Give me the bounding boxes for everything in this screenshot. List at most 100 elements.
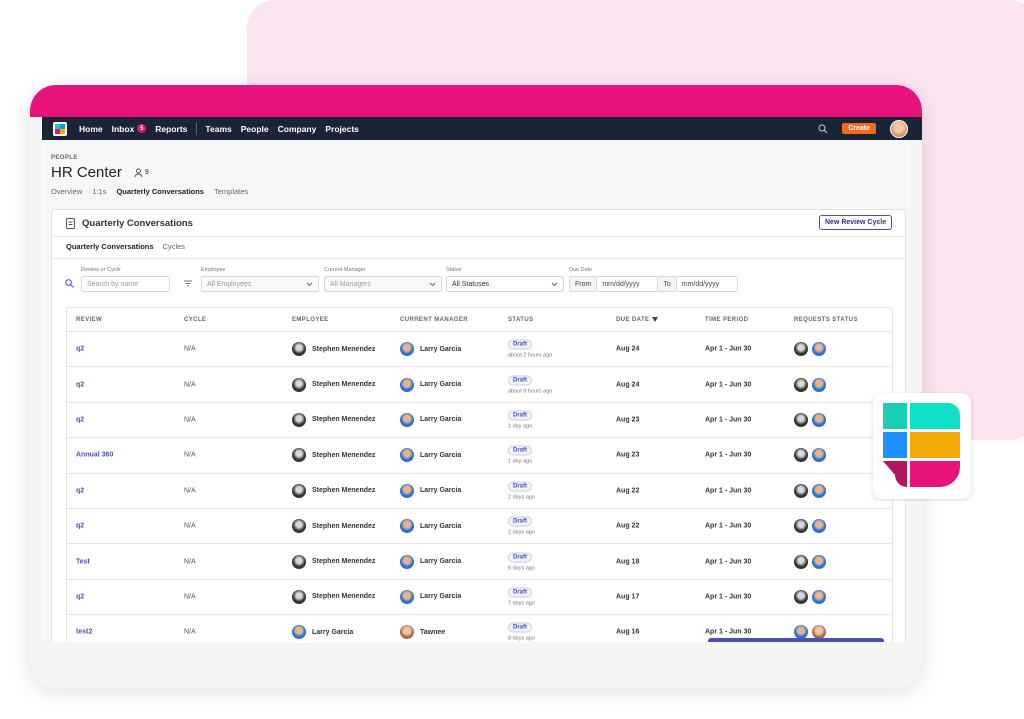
status-pill: Draft <box>508 552 533 563</box>
table-row: q2 N/A Stephen Menendez Larry Garcia Draft 1 … <box>67 403 892 439</box>
review-link[interactable]: q2 <box>76 522 85 530</box>
to-label: To <box>658 276 676 292</box>
avatar <box>794 377 808 392</box>
member-count: 9 <box>144 169 149 176</box>
due-date: Aug 22 <box>616 522 640 530</box>
due-date: Aug 23 <box>616 451 640 459</box>
review-link[interactable]: q2 <box>76 345 85 353</box>
tab[interactable]: Templates <box>213 187 249 196</box>
review-link[interactable]: q2 <box>76 416 85 424</box>
filter-icon[interactable] <box>184 280 192 287</box>
status-pill: Draft <box>508 622 533 633</box>
status: Draft 6 days ago <box>508 552 535 571</box>
select[interactable]: All Managers <box>324 276 442 292</box>
status: Draft 1 day ago <box>508 410 532 429</box>
select[interactable]: All Employees <box>201 276 319 292</box>
column-header: EMPLOYEE <box>292 317 329 323</box>
status-pill: Draft <box>508 410 533 421</box>
divider <box>52 236 905 237</box>
review-link[interactable]: q2 <box>76 593 85 601</box>
status: Draft about 9 hours ago <box>508 375 552 394</box>
tab[interactable]: Quarterly Conversations <box>116 187 204 196</box>
person-name: Stephen Menendez <box>312 381 376 389</box>
create-button[interactable]: Create <box>842 123 876 134</box>
search-input[interactable]: Search by name <box>81 276 170 292</box>
nav-item[interactable]: Reports <box>155 124 187 134</box>
subtab[interactable]: Quarterly Conversations <box>66 242 154 251</box>
table-row: Annual 360 N/A Stephen Menendez Larry Garci… <box>67 438 892 474</box>
avatar <box>400 519 414 534</box>
app-logo[interactable] <box>53 121 67 136</box>
table-row: q2 N/A Stephen Menendez Larry Garcia Draft ab… <box>67 332 892 368</box>
time-period: Apr 1 - Jun 30 <box>705 451 752 459</box>
avatar <box>794 625 808 640</box>
review-link[interactable]: q2 <box>76 381 85 389</box>
column-header: REQUESTS STATUS <box>794 317 858 323</box>
person-name: Stephen Menendez <box>312 345 376 353</box>
device-frame: Home Inbox 5 Reports Teams People Company Proje… <box>30 85 922 688</box>
avatar <box>292 377 306 392</box>
avatar <box>400 589 414 604</box>
card: Quarterly Conversations New Review Cycle… <box>51 209 906 642</box>
doc-icon <box>66 218 75 229</box>
person-name: Larry Garcia <box>420 345 462 353</box>
review-link[interactable]: q2 <box>76 487 85 495</box>
reviews-table: REVIEW CYCLE EMPLOYEE CURRENT MANAGER STATUS… <box>66 307 893 642</box>
nav-item[interactable]: Teams <box>205 124 231 134</box>
cycle: N/A <box>184 487 196 495</box>
avatar <box>292 625 306 640</box>
nav-item[interactable]: Company <box>278 124 317 134</box>
review-link[interactable]: Test <box>76 558 90 566</box>
select[interactable]: All Statuses <box>446 276 564 292</box>
avatar <box>292 483 306 498</box>
avatar <box>292 589 306 604</box>
review-link[interactable]: Annual 360 <box>76 451 114 459</box>
sort-icon[interactable] <box>652 317 659 322</box>
cycle: N/A <box>184 558 196 566</box>
nav-item[interactable]: People <box>241 124 269 134</box>
to-input[interactable]: mm/dd/yyyy <box>675 276 738 292</box>
nav-item[interactable]: Home <box>79 124 103 134</box>
tab[interactable]: 1:1s <box>92 187 107 196</box>
table-row: Test N/A Stephen Menendez Larry Garcia Draft… <box>67 544 892 580</box>
person-name: Larry Garcia <box>420 558 462 566</box>
subtab[interactable]: Cycles <box>162 242 186 251</box>
column-label: CYCLE <box>184 316 207 323</box>
filter-label: Employee <box>201 267 226 273</box>
avatar <box>812 448 826 463</box>
members-icon <box>134 168 143 177</box>
manager: Tawnee <box>400 625 445 640</box>
avatar <box>292 412 306 427</box>
review-link[interactable]: test2 <box>76 628 93 636</box>
avatar <box>292 448 306 463</box>
manager: Larry Garcia <box>400 554 462 569</box>
search-icon[interactable] <box>818 124 828 134</box>
avatar <box>794 448 808 463</box>
nav-item[interactable]: Projects <box>325 124 359 134</box>
toast <box>708 638 884 642</box>
manager: Larry Garcia <box>400 519 461 534</box>
section-label: PEOPLE <box>51 155 78 161</box>
tab[interactable]: Overview <box>51 187 83 196</box>
status: Draft 7 days ago <box>508 587 535 606</box>
table-row: q2 N/A Stephen Menendez Larry Garcia Draft 2 … <box>67 474 892 509</box>
column-label: CURRENT MANAGER <box>400 316 468 323</box>
due-date: Aug 23 <box>616 416 640 424</box>
person-name: Larry Garcia <box>312 628 354 636</box>
requests-status <box>794 412 832 427</box>
avatar <box>812 377 826 392</box>
from-input[interactable]: mm/dd/yyyy <box>596 276 659 292</box>
column-header: STATUS <box>508 317 534 323</box>
person-name: Stephen Menendez <box>312 593 376 601</box>
status-pill: Draft <box>508 516 533 527</box>
time-period: Apr 1 - Jun 30 <box>705 522 752 530</box>
status-pill: Draft <box>508 481 533 492</box>
status-time: 1 day ago <box>508 458 533 465</box>
due-date: Aug 22 <box>616 487 640 495</box>
avatar <box>400 412 414 427</box>
new-review-cycle-button[interactable]: New Review Cycle <box>819 215 893 230</box>
column-header: TIME PERIOD <box>705 317 748 323</box>
avatar <box>812 483 826 498</box>
user-avatar[interactable] <box>890 119 908 138</box>
nav-item[interactable]: Inbox 5 <box>112 124 147 134</box>
